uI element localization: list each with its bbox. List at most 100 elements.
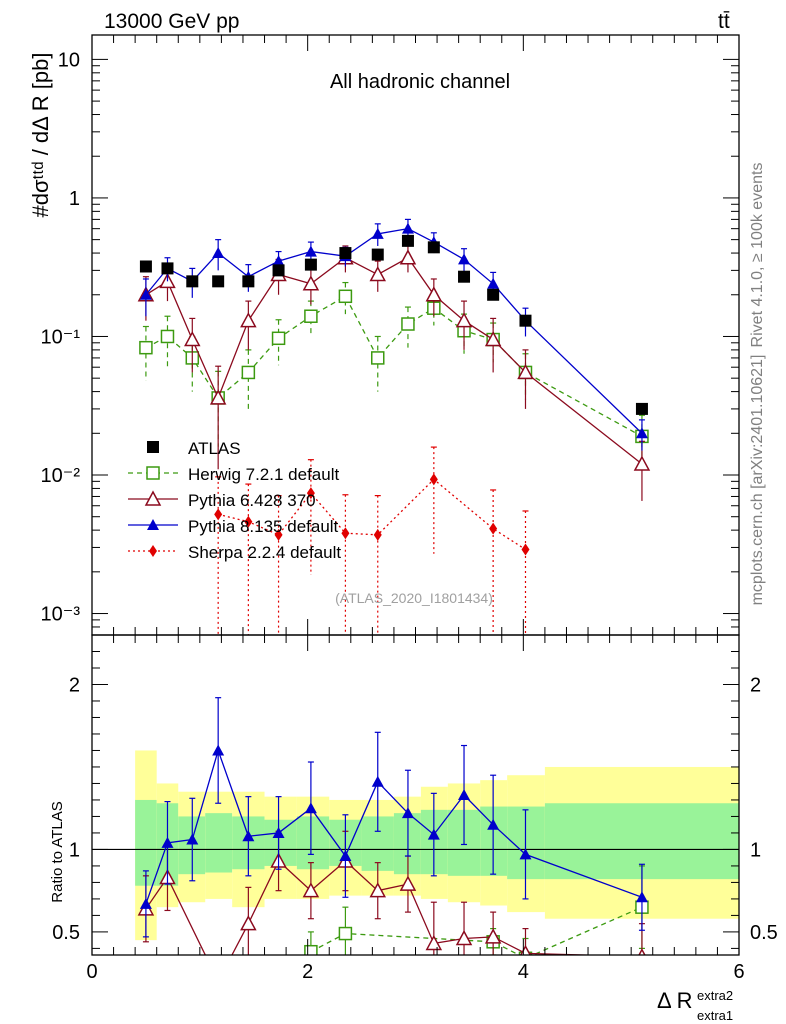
band-inner	[296, 816, 330, 870]
chart-title: All hadronic channel	[330, 71, 510, 93]
data-point	[458, 270, 471, 283]
data-point	[240, 312, 257, 328]
ratio-point	[161, 836, 174, 848]
legend-entry-pythia8: Pythia 8.135 default	[128, 517, 339, 536]
svg-text:Δ R: Δ R	[657, 988, 692, 1013]
data-point	[401, 234, 414, 247]
ratio-point	[338, 926, 353, 941]
data-point	[429, 473, 438, 486]
data-point	[401, 317, 415, 331]
ratio-y-tick-label: 0.5	[52, 922, 80, 944]
ratio-point	[139, 897, 152, 909]
ratio-point	[638, 948, 646, 955]
ratio-point	[399, 875, 417, 891]
legend-label: Pythia 6.428 370	[188, 491, 316, 510]
process-label: tt̄	[718, 10, 730, 33]
main-y-tick-label: 1	[69, 188, 80, 210]
ratio-point	[484, 928, 502, 944]
data-point	[371, 351, 385, 365]
ratio-y-tick-label-right: 0.5	[750, 922, 778, 944]
ratio-point	[455, 929, 473, 946]
data-point	[214, 508, 223, 521]
ratio-point	[487, 818, 500, 830]
data-point	[302, 275, 320, 291]
data-point	[241, 365, 256, 380]
data-point	[633, 455, 651, 471]
ratio-line	[145, 859, 607, 955]
series-line	[145, 295, 643, 437]
data-point	[369, 265, 387, 282]
data-point	[304, 309, 318, 323]
ratio-point	[304, 802, 317, 814]
data-point	[455, 312, 473, 328]
data-point	[304, 258, 317, 271]
main-y-tick-label: 10⁻¹	[41, 326, 81, 348]
data-point	[487, 288, 500, 301]
data-point	[274, 528, 283, 541]
main-y-tick-label: 10⁻²	[41, 465, 81, 487]
data-point	[272, 255, 285, 267]
data-point	[401, 222, 414, 234]
main-y-tick-label: 10	[58, 49, 80, 71]
analysis-id: (ATLAS_2020_I1801434)	[335, 590, 493, 606]
data-point	[371, 248, 384, 261]
ratio-point	[401, 807, 414, 819]
data-point	[139, 288, 152, 300]
legend: ATLAS Herwig 7.2.1 default Pythia 6.428 37…	[128, 439, 341, 562]
data-point	[139, 340, 153, 355]
ratio-y-tick-label: 1	[69, 839, 80, 861]
legend-label: Sherpa 2.2.4 default	[188, 543, 341, 562]
ratio-point	[302, 882, 320, 898]
data-point	[161, 262, 174, 275]
legend-label: ATLAS	[188, 439, 241, 458]
data-point	[209, 389, 227, 405]
ratio-point	[186, 833, 199, 845]
data-point	[399, 249, 417, 265]
data-point	[272, 264, 285, 277]
x-tick-label: 0	[86, 961, 97, 983]
ratio-y-tick-label: 2	[69, 674, 80, 696]
data-point	[373, 528, 382, 541]
data-point	[458, 253, 471, 265]
data-point	[635, 427, 648, 439]
ratio-point	[272, 826, 285, 838]
data-point	[339, 247, 352, 260]
legend-entry-pythia6: Pythia 6.428 370	[128, 490, 316, 510]
legend-label: Pythia 8.135 default	[188, 517, 339, 536]
legend-label: Herwig 7.2.1 default	[188, 465, 339, 484]
data-point	[521, 543, 530, 556]
x-tick-label: 2	[302, 961, 313, 983]
data-point	[242, 275, 255, 288]
mcplots-label: mcplots.cern.ch [arXiv:2401.10621]	[749, 355, 766, 606]
ratio-ylabel: Ratio to ATLAS	[49, 801, 66, 902]
ratio-y-tick-label-right: 2	[750, 674, 761, 696]
legend-marker	[147, 519, 159, 530]
series-atlas	[139, 234, 648, 415]
data-point	[635, 402, 648, 415]
svg-text:extra1: extra1	[697, 1008, 733, 1023]
axis-ticks	[91, 35, 740, 955]
x-tick-label: 4	[518, 961, 529, 983]
data-point	[244, 515, 253, 528]
ratio-series-pythia8	[139, 697, 648, 938]
data-point	[489, 522, 498, 535]
data-point	[484, 330, 502, 347]
ratio-point	[519, 848, 532, 860]
rivet-version-label: Rivet 4.1.0, ≥ 100k events	[749, 163, 766, 348]
x-tick-label: 6	[733, 961, 744, 983]
data-point	[186, 275, 199, 288]
legend-entry-herwig: Herwig 7.2.1 default	[128, 465, 339, 484]
legend-marker	[146, 466, 160, 480]
main-ylabel: #dσᵗᵗᵈ / dΔ R [pb]	[28, 53, 53, 218]
legend-entry-sherpa: Sherpa 2.2.4 default	[128, 543, 341, 562]
ratio-point	[212, 744, 225, 756]
ratio-point	[369, 882, 387, 898]
energy-label: 13000 GeV pp	[104, 10, 239, 33]
data-point	[160, 329, 175, 344]
data-point	[517, 363, 534, 380]
ratio-point	[371, 775, 384, 787]
series-pythia8	[139, 218, 648, 451]
data-point	[304, 245, 317, 257]
svg-text:extra2: extra2	[697, 988, 733, 1003]
